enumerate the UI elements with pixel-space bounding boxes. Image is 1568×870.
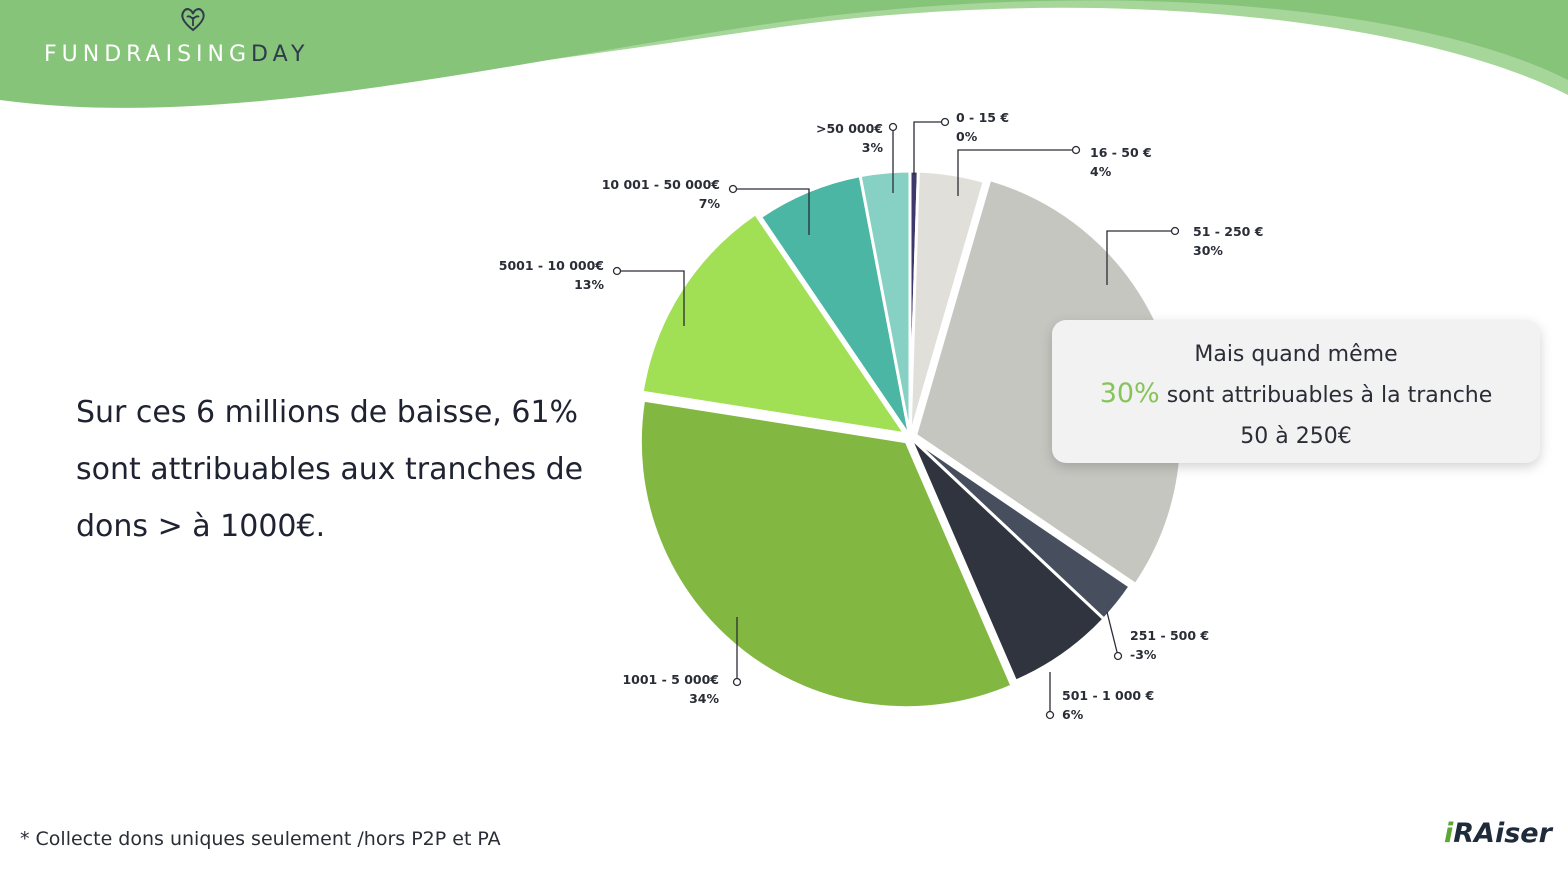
leader-dot	[888, 122, 898, 132]
pie-slice	[908, 435, 1106, 683]
slice-percent-label: 34%	[689, 691, 719, 706]
slice-percent-label: 30%	[1193, 243, 1223, 258]
headline-text: Sur ces 6 millions de baisse, 61% sont a…	[76, 395, 584, 544]
callout-line3: 50 à 250€	[1240, 424, 1352, 449]
slice-label: 10 001 - 50 000€	[602, 177, 720, 192]
leader-line	[1106, 611, 1119, 657]
callout-line2-text: sont attribuables à la tranche	[1159, 383, 1493, 408]
leader-dot	[612, 266, 622, 276]
brand-part2: RAiser	[1453, 818, 1552, 849]
iraiser-logo: iRAiser	[1444, 818, 1552, 849]
slice-label: 0 - 15 €	[956, 110, 1009, 125]
leader-line	[1106, 230, 1175, 285]
leader-line	[913, 121, 945, 175]
leader-dot	[940, 117, 950, 127]
slice-label: 16 - 50 €	[1090, 145, 1152, 160]
brand-part1: i	[1444, 818, 1454, 849]
logo-wordmark: FUNDRAISINGDAY	[44, 42, 309, 67]
slice-label: 5001 - 10 000€	[499, 258, 604, 273]
slice-percent-label: 7%	[699, 196, 721, 211]
logo-wordmark-part1: FUNDRAISING	[44, 42, 252, 67]
slice-label: 1001 - 5 000€	[622, 672, 719, 687]
header-wave-main	[0, 0, 1568, 108]
slice-percent-label: 0%	[956, 129, 978, 144]
leader-dot	[1045, 710, 1055, 720]
leader-line	[733, 188, 810, 235]
header-wave	[0, 0, 1568, 108]
pie-labels: 0 - 15 € 0% 16 - 50 € 4% 51 - 250 € 30% 251 - …	[499, 110, 1264, 722]
pie-slice	[638, 398, 1014, 710]
slice-percent-label: 4%	[1090, 164, 1112, 179]
slice-label: 501 - 1 000 €	[1062, 688, 1154, 703]
slice-percent-label: 13%	[574, 277, 604, 292]
leader-dot	[1113, 651, 1123, 661]
slice-percent-label: -3%	[1130, 647, 1157, 662]
slice-percent-label: 6%	[1062, 707, 1084, 722]
sprout-heart-icon	[181, 8, 205, 32]
callout-line1: Mais quand même	[1194, 342, 1398, 367]
leader-line	[617, 270, 685, 326]
pie-slice	[640, 212, 907, 436]
callout-box: Mais quand même 30% sont attribuables à …	[1052, 320, 1540, 463]
slice-percent-label: 3%	[862, 140, 884, 155]
logo-wordmark-part2: DAY	[251, 42, 310, 67]
pie-slice	[908, 169, 986, 439]
slice-label: 51 - 250 €	[1193, 224, 1263, 239]
footnote: * Collecte dons uniques seulement /hors …	[20, 828, 501, 850]
callout-line2: 30% sont attribuables à la tranche	[1052, 378, 1540, 409]
leader-line	[957, 149, 1076, 196]
leader-dot	[1071, 145, 1081, 155]
slice-label: >50 000€	[816, 121, 883, 136]
slice-label: 251 - 500 €	[1130, 628, 1209, 643]
pie-slice	[858, 169, 912, 439]
leader-dot	[728, 184, 738, 194]
leader-dot	[1170, 226, 1180, 236]
callout-highlight: 30%	[1099, 378, 1160, 409]
leader-dot	[732, 677, 742, 687]
